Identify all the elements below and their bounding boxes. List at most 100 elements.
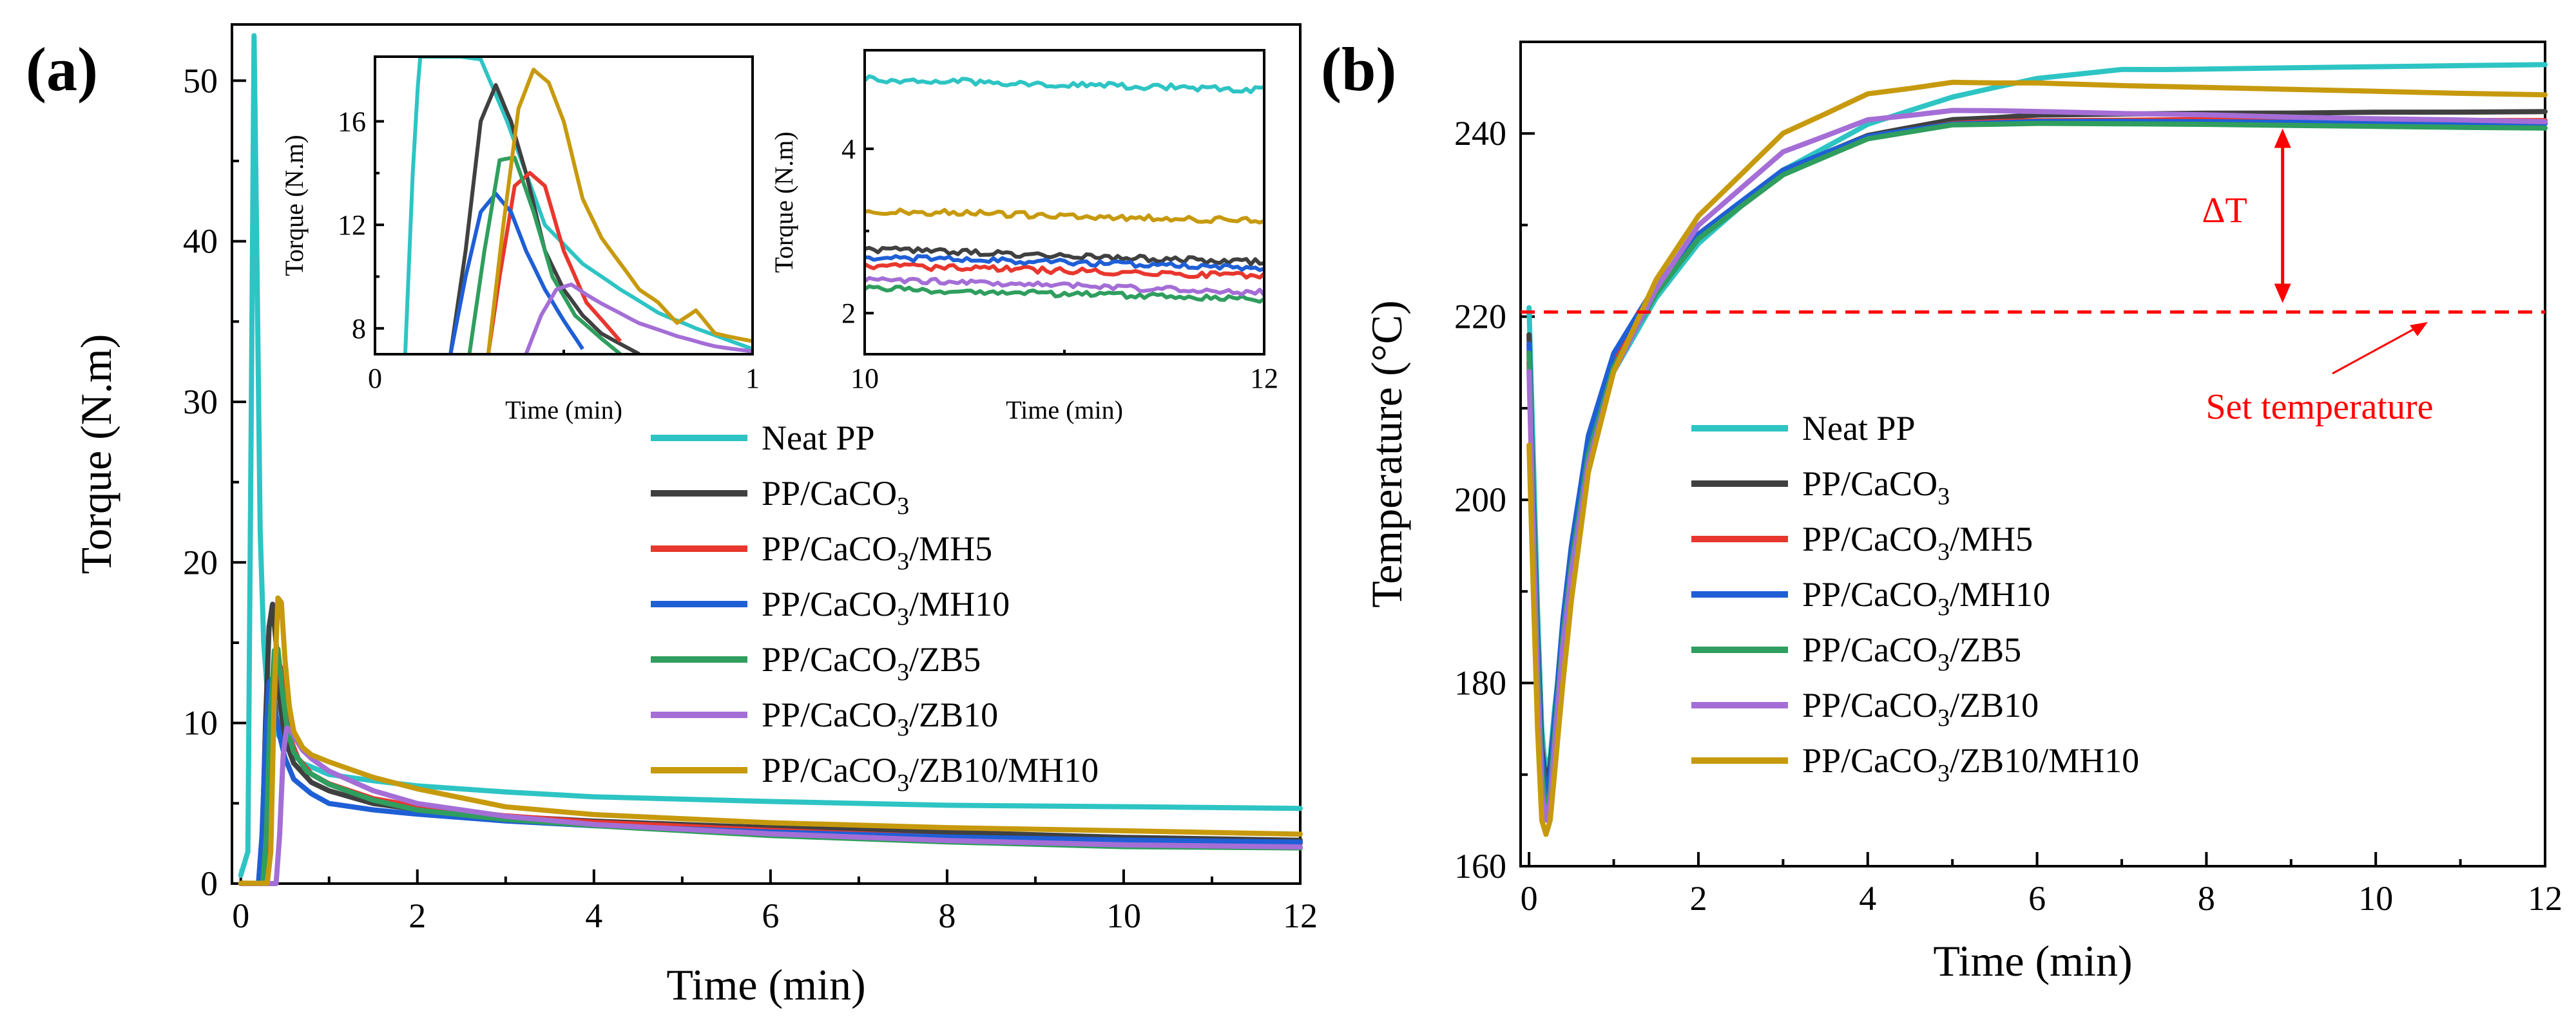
b-legend-label-subscript: 3 [1937, 705, 1950, 732]
a-legend-label-base: PP/CaCO [762, 751, 897, 790]
a-xtick-label: 2 [409, 896, 426, 935]
a-xtick-label: 0 [232, 896, 249, 935]
a-legend-label-base: PP/CaCO [762, 474, 897, 513]
inset1-background [375, 57, 753, 354]
panel-a-inset-late: 10 12 2 4 Time (min) Torque (N.m) [769, 49, 1278, 424]
b-legend-label-subscript: 3 [1937, 538, 1950, 565]
a-legend-label-base: Neat PP [762, 419, 875, 457]
a-ytick-label: 50 [183, 61, 218, 100]
a-legend-label-tail: /ZB10 [909, 696, 998, 734]
a-legend-label-pp-caco3-mh5: PP/CaCO3/MH5 [762, 529, 992, 575]
a-legend-label-subscript: 3 [897, 603, 909, 630]
inset1-series-pp-caco3-zb5 [467, 155, 622, 354]
b-xlabel: Time (min) [1933, 936, 2132, 985]
b-legend-label-base: PP/CaCO [1802, 741, 1937, 780]
a-series-pp-caco3-zb10-mh10 [238, 595, 1303, 886]
a-legend-label-base: PP/CaCO [762, 529, 897, 568]
inset1-series-pp-caco3-zb10-mh10 [486, 68, 753, 354]
a-xtick-label: 10 [1106, 896, 1141, 935]
b-legend-label-tail: /ZB10 [1950, 686, 2039, 725]
b-legend-label-subscript: 3 [1937, 483, 1950, 510]
b-series-pp-caco3 [1526, 109, 2548, 786]
a-legend-label-subscript: 3 [897, 714, 909, 741]
a-legend-label-pp-caco3-zb10-mh10: PP/CaCO3/ZB10/MH10 [762, 751, 1099, 797]
a-xtick-label: 8 [938, 896, 956, 935]
inset2-ytick-label: 2 [841, 298, 856, 329]
inset2-xlabel: Time (min) [1006, 395, 1123, 424]
a-xtick-label: 6 [762, 896, 779, 935]
a-ytick-label: 30 [183, 383, 218, 421]
inset2-series-pp-caco3-mh10 [865, 254, 1264, 272]
b-legend-label-subscript: 3 [1937, 594, 1950, 621]
b-ytick-label: 180 [1454, 664, 1506, 703]
b-legend-label-pp-caco3-zb10-mh10: PP/CaCO3/ZB10/MH10 [1802, 741, 2139, 787]
b-frame [1519, 41, 2546, 867]
inset2-ytick-label: 4 [841, 133, 856, 165]
inset1-series-pp-caco3-mh10 [448, 191, 584, 354]
a-legend-label-subscript: 3 [897, 548, 909, 575]
b-legend-label-base: PP/CaCO [1802, 630, 1937, 669]
inset2-series-pp-caco3-mh5 [865, 262, 1264, 280]
b-legend-label-base: PP/CaCO [1802, 520, 1937, 558]
inset1-series-group [403, 57, 753, 354]
set-temperature-arrow [2332, 326, 2418, 375]
delta-t-arrowhead-down [2274, 283, 2291, 303]
b-xtick-label: 6 [2028, 879, 2046, 918]
b-legend-label-subscript: 3 [1937, 649, 1950, 676]
a-legend-label-base: PP/CaCO [762, 640, 897, 679]
b-legend-label-tail: /ZB5 [1950, 630, 2021, 669]
panel-a-legend: Neat PPPP/CaCO3PP/CaCO3/MH5PP/CaCO3/MH10… [651, 419, 1099, 797]
panel-a-inset-early: 0 1 8 12 16 Time (min) Torque (N.m) [280, 55, 760, 424]
inset1-xlabel: Time (min) [505, 395, 622, 424]
inset2-series-neat-pp [865, 74, 1264, 95]
inset2-ylabel: Torque (N.m) [769, 131, 798, 272]
inset2-background [865, 50, 1264, 354]
a-legend-label-base: PP/CaCO [762, 585, 897, 623]
a-xlabel: Time (min) [666, 960, 865, 1009]
b-legend-label-neat-pp: Neat PP [1802, 409, 1916, 448]
a-legend-label-tail: /MH10 [909, 585, 1010, 623]
set-temperature-label: Set temperature [2206, 387, 2434, 427]
b-legend-label-tail: /MH5 [1950, 520, 2033, 558]
inset1-ytick-label: 8 [352, 313, 366, 345]
inset1-xtick-label: 0 [368, 363, 382, 394]
b-legend-label-pp-caco3: PP/CaCO3 [1802, 464, 1950, 510]
a-legend-label-pp-caco3: PP/CaCO3 [762, 474, 909, 520]
a-legend-label-pp-caco3-mh10: PP/CaCO3/MH10 [762, 585, 1010, 630]
inset1-xtick-label: 1 [745, 363, 760, 394]
a-legend-label-pp-caco3-zb10: PP/CaCO3/ZB10 [762, 696, 998, 741]
delta-t-label: ΔT [2202, 191, 2247, 231]
a-ytick-label: 0 [200, 864, 218, 903]
b-legend-label-base: PP/CaCO [1802, 464, 1937, 503]
inset1-ylabel: Torque (N.m) [280, 135, 309, 276]
panel-b-chart: 0 2 4 6 8 10 12 160 180 200 220 240 Time (min) Temper… [1362, 41, 2562, 985]
a-legend-label-tail: /MH5 [909, 529, 992, 568]
set-temperature-arrowhead [2410, 322, 2428, 336]
inset2-series-pp-caco3-zb5 [865, 284, 1264, 304]
a-series-pp-caco3-zb10 [238, 725, 1303, 886]
b-legend-label-tail: /MH10 [1950, 575, 2050, 614]
b-series-pp-caco3-zb10-mh10 [1526, 79, 2548, 837]
inset2-series-group [865, 74, 1264, 304]
a-ytick-label: 20 [183, 543, 218, 582]
b-ytick-label: 240 [1454, 114, 1506, 153]
b-xtick-label: 8 [2198, 879, 2215, 918]
inset1-series-pp-caco3 [448, 83, 640, 354]
inset2-xtick-label: 12 [1250, 363, 1278, 394]
inset2-series-pp-caco3-zb10-mh10 [865, 207, 1264, 225]
a-legend-label-subscript: 3 [897, 659, 909, 686]
b-legend-label-pp-caco3-zb5: PP/CaCO3/ZB5 [1802, 630, 2021, 676]
b-legend-label-base: PP/CaCO [1802, 575, 1937, 614]
b-legend-label-pp-caco3-mh5: PP/CaCO3/MH5 [1802, 520, 2033, 565]
a-ytick-label: 10 [183, 704, 218, 743]
b-ytick-label: 200 [1454, 480, 1506, 519]
a-legend-label-subscript: 3 [897, 493, 909, 520]
delta-t-arrowhead-up [2274, 128, 2291, 148]
a-legend-label-subscript: 3 [897, 770, 909, 797]
b-ytick-label: 160 [1454, 847, 1506, 886]
a-legend-label-base: PP/CaCO [762, 696, 897, 734]
a-legend-label-tail: /ZB10/MH10 [909, 751, 1099, 790]
inset2-xtick-label: 10 [851, 363, 879, 394]
a-legend-label-neat-pp: Neat PP [762, 419, 875, 457]
